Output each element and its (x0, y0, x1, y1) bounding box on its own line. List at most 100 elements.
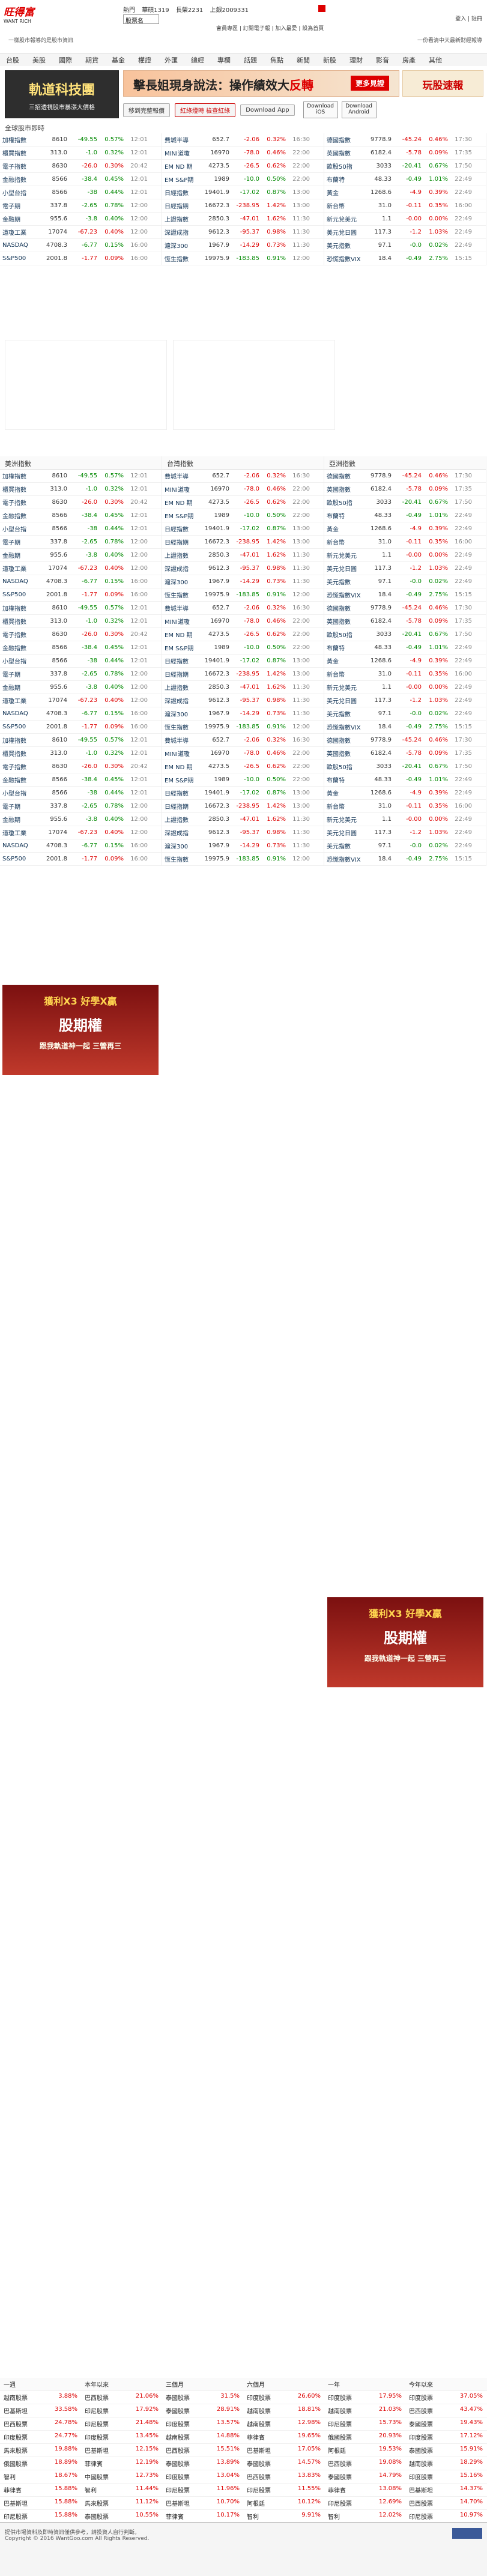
nav-item[interactable]: 影音 (376, 56, 389, 64)
quote-row[interactable]: 櫃買指數 313.0 -1.0 0.32% 12:01 (0, 747, 162, 760)
quote-row[interactable]: 布蘭特 48.33 -0.49 1.01% 22:49 (324, 641, 486, 655)
quote-row[interactable]: 恐慌指數VIX 18.4 -0.49 2.75% 15:15 (324, 588, 486, 602)
full-quote-button[interactable]: 移到完整報價 (123, 103, 170, 117)
nav-item[interactable]: 總經 (191, 56, 204, 64)
site-logo[interactable]: 旺得富 WANT RICH (4, 4, 46, 24)
fund-row[interactable]: 巴基斯坦 33.58% 印尼股票 17.92% 泰國股票 28.91% 越南股票 18.81%… (0, 2404, 487, 2417)
quote-row[interactable]: 日經指數 19401.9 -17.02 0.87% 13:00 (162, 186, 324, 199)
quote-row[interactable]: 道瓊工業 17074 -67.23 0.40% 12:00 (0, 826, 162, 839)
nav-item[interactable]: 焦點 (270, 56, 283, 64)
quote-row[interactable]: EM S&P期 1989 -10.0 0.50% 22:00 (162, 173, 324, 186)
quote-row[interactable]: 英國指數 6182.4 -5.78 0.09% 17:35 (324, 615, 486, 628)
quote-row[interactable]: 黃金 1268.6 -4.9 0.39% 22:49 (324, 787, 486, 800)
quote-row[interactable]: 美元指數 97.1 -0.0 0.02% 22:49 (324, 575, 486, 588)
quote-row[interactable]: 滬深300 1967.9 -14.29 0.73% 11:30 (162, 239, 324, 252)
quote-row[interactable]: MINI道瓊 16970 -78.0 0.46% 22:00 (162, 747, 324, 760)
quote-row[interactable]: 布蘭特 48.33 -0.49 1.01% 22:49 (324, 173, 486, 186)
quote-row[interactable]: 恐慌指數VIX 18.4 -0.49 2.75% 15:15 (324, 853, 486, 866)
quote-row[interactable]: MINI道瓊 16970 -78.0 0.46% 22:00 (162, 147, 324, 160)
quote-row[interactable]: 恆生指數 19975.9 -183.85 0.91% 12:00 (162, 588, 324, 602)
hot-item[interactable]: 華碩1319 (142, 7, 169, 14)
quote-row[interactable]: 金融期 955.6 -3.8 0.40% 12:00 (0, 213, 162, 226)
quote-row[interactable]: 德國指數 9778.9 -45.24 0.46% 17:30 (324, 602, 486, 615)
quote-row[interactable]: 金融指數 8566 -38.4 0.45% 12:01 (0, 773, 162, 787)
nav-item[interactable]: 期貨 (85, 56, 98, 64)
quote-row[interactable]: 金融指數 8566 -38.4 0.45% 12:01 (0, 173, 162, 186)
quote-row[interactable]: NASDAQ 4708.3 -6.77 0.15% 16:00 (0, 707, 162, 721)
quote-row[interactable]: 日經指數 19401.9 -17.02 0.87% 13:00 (162, 522, 324, 536)
quote-row[interactable]: 新台幣 31.0 -0.11 0.35% 16:00 (324, 199, 486, 213)
nav-item[interactable]: 基金 (112, 56, 125, 64)
quote-row[interactable]: 電子期 337.8 -2.65 0.78% 12:00 (0, 199, 162, 213)
stock-select[interactable]: 股票名 (123, 14, 159, 25)
quote-row[interactable]: 電子指數 8630 -26.0 0.30% 20:42 (0, 496, 162, 509)
quote-row[interactable]: 德國指數 9778.9 -45.24 0.46% 17:30 (324, 734, 486, 747)
top-links[interactable]: 會員專區 | 訂閱電子報 | 加入最愛 | 設為首頁 (216, 26, 324, 32)
quote-row[interactable]: S&P500 2001.8 -1.77 0.09% 16:00 (0, 721, 162, 734)
quote-row[interactable]: 深證成指 9612.3 -95.37 0.98% 11:30 (162, 562, 324, 575)
nav-item[interactable]: 話題 (244, 56, 257, 64)
quote-row[interactable]: 新元兌美元 1.1 -0.00 0.00% 22:49 (324, 813, 486, 826)
quote-row[interactable]: 黃金 1268.6 -4.9 0.39% 22:49 (324, 522, 486, 536)
quote-row[interactable]: 美元兌日圓 117.3 -1.2 1.03% 22:49 (324, 826, 486, 839)
nav-item[interactable]: 新股 (323, 56, 336, 64)
quote-row[interactable]: 滬深300 1967.9 -14.29 0.73% 11:30 (162, 839, 324, 853)
quote-row[interactable]: 費城半導 652.7 -2.06 0.32% 16:30 (162, 470, 324, 483)
quote-row[interactable]: 加權指數 8610 -49.55 0.57% 12:01 (0, 470, 162, 483)
quote-row[interactable]: 電子指數 8630 -26.0 0.30% 20:42 (0, 628, 162, 641)
quote-row[interactable]: MINI道瓊 16970 -78.0 0.46% 22:00 (162, 483, 324, 496)
quote-row[interactable]: 加權指數 8610 -49.55 0.57% 12:01 (0, 133, 162, 147)
quote-row[interactable]: 電子指數 8630 -26.0 0.30% 20:42 (0, 760, 162, 773)
promo-left[interactable]: 獲利X3 好學X贏 股期權 跟我軌道神一起 三營再三 (2, 985, 160, 1075)
quote-row[interactable]: 費城半導 652.7 -2.06 0.32% 16:30 (162, 133, 324, 147)
quote-row[interactable]: 德國指數 9778.9 -45.24 0.46% 17:30 (324, 133, 486, 147)
quote-row[interactable]: 美元指數 97.1 -0.0 0.02% 22:49 (324, 707, 486, 721)
fund-row[interactable]: 印尼股票 15.88% 泰國股票 10.55% 菲律賓 10.17% 智利 9.91% 智利 12… (0, 2510, 487, 2523)
quote-row[interactable]: 日經指期 16672.3 -238.95 1.42% 13:00 (162, 668, 324, 681)
quote-row[interactable]: 英國指數 6182.4 -5.78 0.09% 17:35 (324, 147, 486, 160)
fund-row[interactable]: 印度股票 24.77% 印度股票 13.45% 越南股票 14.88% 菲律賓 19.65% 俄… (0, 2431, 487, 2444)
login-links[interactable]: 登入 | 註冊 (455, 16, 482, 22)
quote-row[interactable]: 新台幣 31.0 -0.11 0.35% 16:00 (324, 800, 486, 813)
quote-row[interactable]: EM S&P期 1989 -10.0 0.50% 22:00 (162, 773, 324, 787)
quote-row[interactable]: NASDAQ 4708.3 -6.77 0.15% 16:00 (0, 575, 162, 588)
quote-row[interactable]: 日經指期 16672.3 -238.95 1.42% 13:00 (162, 199, 324, 213)
quote-row[interactable]: 電子期 337.8 -2.65 0.78% 12:00 (0, 800, 162, 813)
nav-item[interactable]: 國際 (59, 56, 72, 64)
quote-row[interactable]: 美元兌日圓 117.3 -1.2 1.03% 22:49 (324, 226, 486, 239)
quote-row[interactable]: 新元兌美元 1.1 -0.00 0.00% 22:49 (324, 549, 486, 562)
quote-row[interactable]: 金融期 955.6 -3.8 0.40% 12:00 (0, 681, 162, 694)
promo-card[interactable]: 獲利X3 好學X贏 股期權 跟我軌道神一起 三營再三 (2, 985, 159, 1075)
quote-row[interactable]: 道瓊工業 17074 -67.23 0.40% 12:00 (0, 694, 162, 707)
quote-row[interactable]: 小型台指 8566 -38 0.44% 12:01 (0, 522, 162, 536)
quote-row[interactable]: 布蘭特 48.33 -0.49 1.01% 22:49 (324, 509, 486, 522)
quote-row[interactable]: 電子期 337.8 -2.65 0.78% 12:00 (0, 536, 162, 549)
quote-row[interactable]: 電子指數 8630 -26.0 0.30% 20:42 (0, 160, 162, 173)
quote-row[interactable]: 新元兌美元 1.1 -0.00 0.00% 22:49 (324, 681, 486, 694)
fund-row[interactable]: 越南股票 3.88% 巴西股票 21.06% 泰國股票 31.5% 印度股票 26.60% 印度… (0, 2391, 487, 2404)
quote-row[interactable]: 道瓊工業 17074 -67.23 0.40% 12:00 (0, 226, 162, 239)
quote-row[interactable]: EM ND 期 4273.5 -26.5 0.62% 22:00 (162, 496, 324, 509)
fund-row[interactable]: 巴基斯坦 15.88% 馬來股票 11.12% 巴基斯坦 10.70% 阿根廷 10.12% 印… (0, 2497, 487, 2510)
quote-row[interactable]: 恆生指數 19975.9 -183.85 0.91% 12:00 (162, 252, 324, 265)
hot-item[interactable]: 上銀2009331 (210, 7, 249, 14)
nav-item[interactable]: 理財 (349, 56, 363, 64)
quote-row[interactable]: EM ND 期 4273.5 -26.5 0.62% 22:00 (162, 760, 324, 773)
quote-row[interactable]: 新台幣 31.0 -0.11 0.35% 16:00 (324, 668, 486, 681)
quote-row[interactable]: 恐慌指數VIX 18.4 -0.49 2.75% 15:15 (324, 721, 486, 734)
quote-row[interactable]: NASDAQ 4708.3 -6.77 0.15% 16:00 (0, 239, 162, 252)
quote-row[interactable]: 金融指數 8566 -38.4 0.45% 12:01 (0, 509, 162, 522)
nav-item[interactable]: 新聞 (297, 56, 310, 64)
quote-row[interactable]: 金融指數 8566 -38.4 0.45% 12:01 (0, 641, 162, 655)
quote-row[interactable]: 美元指數 97.1 -0.0 0.02% 22:49 (324, 839, 486, 853)
download-android[interactable]: Download Android (341, 101, 377, 118)
quote-row[interactable]: 日經指期 16672.3 -238.95 1.42% 13:00 (162, 536, 324, 549)
quote-row[interactable]: 櫃買指數 313.0 -1.0 0.32% 12:01 (0, 147, 162, 160)
quote-row[interactable]: 小型台指 8566 -38 0.44% 12:01 (0, 787, 162, 800)
quote-row[interactable]: 滬深300 1967.9 -14.29 0.73% 11:30 (162, 575, 324, 588)
fund-row[interactable]: 巴西股票 24.78% 印尼股票 21.48% 印度股票 13.57% 越南股票 12.98%… (0, 2417, 487, 2431)
quote-row[interactable]: 滬深300 1967.9 -14.29 0.73% 11:30 (162, 707, 324, 721)
quote-row[interactable]: 黃金 1268.6 -4.9 0.39% 22:49 (324, 186, 486, 199)
quote-row[interactable]: 上證指數 2850.3 -47.01 1.62% 11:30 (162, 813, 324, 826)
quote-row[interactable]: 日經指期 16672.3 -238.95 1.42% 13:00 (162, 800, 324, 813)
